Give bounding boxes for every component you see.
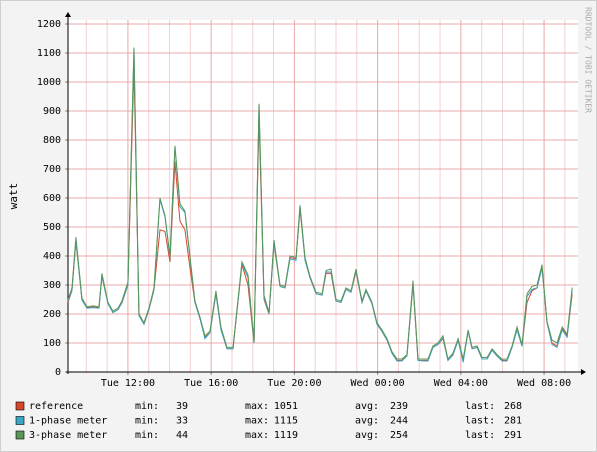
y-tick-label: 900	[43, 106, 61, 117]
y-tick-label: 0	[55, 367, 61, 378]
stat-label: avg:	[355, 430, 379, 441]
stat-label: min:	[135, 430, 159, 441]
y-tick-label: 700	[43, 164, 61, 175]
stat-value: 1115	[274, 416, 298, 427]
y-tick-label: 1000	[37, 77, 61, 88]
legend-label: 3-phase meter	[29, 430, 107, 441]
stat-label: last:	[465, 401, 495, 412]
y-tick-label: 1200	[37, 19, 61, 30]
y-tick-label: 200	[43, 309, 61, 320]
y-tick-label: 600	[43, 193, 61, 204]
plot-area	[68, 20, 578, 372]
watermark: RRDTOOL / TOBI OETIKER	[584, 7, 593, 113]
legend-swatch	[15, 401, 25, 411]
stat-value: 291	[504, 430, 522, 441]
y-axis-arrow	[65, 12, 71, 17]
y-tick-label: 1100	[37, 48, 61, 59]
stat-label: avg:	[355, 416, 379, 427]
y-axis-label: watt	[7, 183, 20, 210]
y-tick-label: 300	[43, 280, 61, 291]
stat-value: 281	[504, 416, 522, 427]
stat-label: min:	[135, 416, 159, 427]
legend-label: reference	[29, 401, 83, 412]
x-axis-arrow	[581, 369, 586, 375]
y-tick-label: 500	[43, 222, 61, 233]
stat-label: last:	[465, 430, 495, 441]
legend-swatch	[15, 430, 25, 440]
stat-value: 244	[390, 416, 408, 427]
legend-swatch	[15, 416, 25, 425]
legend-label: 1-phase meter	[29, 416, 107, 427]
x-tick-label: Wed 08:00	[517, 378, 571, 389]
stat-label: avg:	[355, 401, 379, 412]
x-tick-label: Tue 12:00	[101, 378, 155, 389]
stat-label: max:	[245, 401, 269, 412]
stat-value: 239	[390, 401, 408, 412]
y-tick-label: 400	[43, 251, 61, 262]
x-tick-label: Wed 04:00	[434, 378, 488, 389]
stat-value: 1119	[274, 430, 298, 441]
stat-value: 1051	[274, 401, 298, 412]
series-line	[67, 47, 573, 361]
stat-label: max:	[245, 430, 269, 441]
y-tick-label: 800	[43, 135, 61, 146]
stat-value: 33	[176, 416, 188, 427]
stat-value: 39	[176, 401, 188, 412]
stat-value: 268	[504, 401, 522, 412]
stat-label: min:	[135, 401, 159, 412]
y-tick-label: 100	[43, 338, 61, 349]
x-tick-label: Wed 00:00	[351, 378, 405, 389]
x-tick-label: Tue 16:00	[184, 378, 238, 389]
stat-value: 254	[390, 430, 408, 441]
stat-label: last:	[465, 416, 495, 427]
stat-label: max:	[245, 416, 269, 427]
x-tick-label: Tue 20:00	[267, 378, 321, 389]
stat-value: 44	[176, 430, 188, 441]
